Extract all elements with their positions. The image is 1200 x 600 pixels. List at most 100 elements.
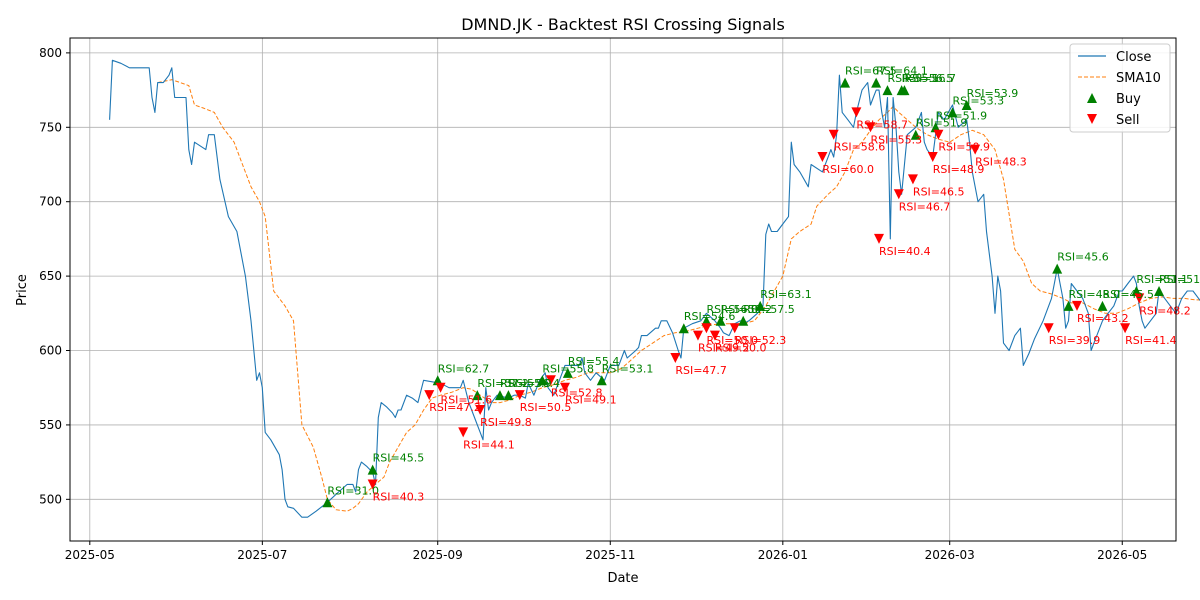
x-axis-label: Date [607,571,638,586]
sell-annotation: RSI=51.6 [441,394,493,407]
buy-annotation: RSI=51.1 [1159,273,1200,286]
sell-marker [1120,323,1131,334]
x-tick-label: 2025-09 [413,548,463,562]
y-tick-label: 500 [39,492,62,506]
x-tick-label: 2025-07 [237,548,287,562]
sell-marker [367,479,378,490]
buy-marker [1063,300,1074,311]
buy-annotation: RSI=56.7 [904,72,956,85]
sell-annotation: RSI=48.3 [975,156,1027,169]
buy-annotation: RSI=55.9 [500,377,552,390]
sell-marker [851,107,862,118]
sell-annotation: RSI=40.4 [879,245,931,258]
buy-annotation: RSI=64.1 [876,65,928,78]
sell-annotation: RSI=40.3 [373,490,425,503]
sell-annotation: RSI=58.6 [834,141,886,154]
sell-marker [670,352,681,363]
buy-marker [882,85,893,96]
sell-marker [873,233,884,244]
sell-annotation: RSI=41.4 [1125,334,1177,347]
sell-annotation: RSI=50.5 [520,401,572,414]
buy-marker [738,315,749,326]
buy-annotation: RSI=45.5 [1102,288,1154,301]
buy-annotation: RSI=53.1 [602,362,654,375]
sell-marker [970,144,981,155]
buy-marker [715,315,726,326]
sell-annotation: RSI=50.0 [706,334,758,347]
sma-layer [157,79,1200,512]
buy-annotation: RSI=53.9 [967,87,1019,100]
sell-annotation: RSI=50.0 [715,342,767,355]
buy-marker [1052,263,1063,274]
buy-annotation: RSI=55.4 [568,355,620,368]
buy-marker [503,390,514,401]
sell-annotation: RSI=39.9 [1049,334,1101,347]
buy-annotation: RSI=62.7 [438,362,490,375]
sell-marker [1071,300,1082,311]
buy-annotation: RSI=45.5 [373,452,425,465]
buy-marker [947,107,958,118]
sell-marker [545,375,556,386]
sell-marker [701,323,712,334]
buy-annotation: RSI=59.2 [721,303,773,316]
y-tick-label: 800 [39,46,62,60]
sell-annotation: RSI=49.2 [698,342,750,355]
sell-annotation: RSI=46.7 [899,200,951,213]
sell-annotation: RSI=48.9 [933,163,985,176]
buy-annotation: RSI=48.0 [1069,288,1121,301]
sell-annotation: RSI=52.8 [551,386,603,399]
buy-marker [472,390,483,401]
buy-marker [840,77,851,88]
legend-sma-label: SMA10 [1116,71,1161,86]
sell-marker [817,152,828,163]
y-tick-label: 600 [39,344,62,358]
sell-marker [475,405,486,416]
buy-annotation: RSI=53.3 [953,94,1005,107]
buy-marker [755,300,766,311]
x-tick-label: 2025-11 [585,548,635,562]
buy-marker [899,85,910,96]
sell-annotation: RSI=43.2 [1077,312,1129,325]
sell-marker [424,390,435,401]
sell-marker [458,427,469,438]
sell-marker [933,129,944,140]
y-tick-label: 700 [39,195,62,209]
legend: Close SMA10 Buy Sell [1069,43,1171,133]
sell-marker [1043,323,1054,334]
buy-marker [1097,300,1108,311]
y-axis-label: Price [15,274,30,306]
sell-marker [692,330,703,341]
sell-marker [865,122,876,133]
buy-marker [537,375,548,386]
legend-buy-marker [1087,93,1097,103]
legend-sell-marker [1087,114,1097,124]
grid [70,38,1176,541]
sell-annotation: RSI=47.7 [675,364,727,377]
y-tick-label: 550 [39,418,62,432]
signal-annotations: RSI=31.0 RSI=45.5 RSI=62.7 RSI=57.2RSI=55.9… [327,65,1200,504]
sell-annotation: RSI=52.3 [735,334,787,347]
buy-annotation: RSI=45.6 [1057,251,1109,264]
sell-marker [709,330,720,341]
legend-close-label: Close [1116,50,1151,65]
sell-marker [435,382,446,393]
legend-box [1069,43,1171,133]
sell-annotation: RSI=49.8 [480,416,532,429]
legend-buy-label: Buy [1116,92,1141,107]
sell-marker [560,382,571,393]
sell-annotation: RSI=48.2 [1139,304,1191,317]
signal-markers [322,77,1165,508]
sell-marker [893,189,904,200]
x-tick-label: 2026-05 [1097,548,1147,562]
y-tick-label: 650 [39,269,62,283]
buy-marker [871,77,882,88]
buy-annotation: RSI=56.4 [508,377,560,390]
buy-marker [678,323,689,334]
sell-annotation: RSI=49.1 [565,394,617,407]
buy-annotation: RSI=31.0 [327,484,379,497]
buy-marker [562,367,573,378]
y-tick-label: 750 [39,120,62,134]
buy-marker [961,99,972,110]
buy-annotation: RSI=57.2 [477,377,529,390]
